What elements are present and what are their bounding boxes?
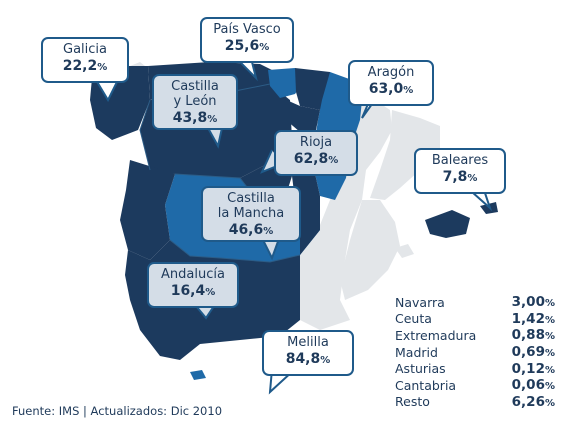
other-regions-list: Navarra 3,00% Ceuta 1,42% Extremadura 0,… bbox=[395, 294, 555, 410]
callout-name: Baleares bbox=[431, 153, 489, 168]
callout-value: 43,8% bbox=[172, 109, 218, 126]
list-item: Cantabria 0,06% bbox=[395, 377, 555, 394]
callout-value: 84,8% bbox=[285, 350, 331, 367]
callout-galicia: Galicia 22,2% bbox=[41, 37, 129, 83]
callout-baleares: Baleares 7,8% bbox=[414, 148, 506, 194]
callout-rioja: Rioja 62,8% bbox=[274, 130, 358, 176]
list-item: Madrid 0,69% bbox=[395, 344, 555, 361]
tail-pais-vasco bbox=[239, 61, 258, 82]
region-melilla bbox=[190, 370, 206, 380]
callout-value: 63,0% bbox=[368, 80, 414, 97]
list-item: Asturias 0,12% bbox=[395, 360, 555, 377]
tail-castilla-leon bbox=[207, 127, 223, 149]
tail-galicia bbox=[95, 79, 119, 103]
callout-value: 16,4% bbox=[170, 282, 216, 299]
callout-melilla: Melilla 84,8% bbox=[262, 330, 354, 376]
tail-baleares bbox=[471, 189, 493, 212]
callout-castilla-leon: Castilla y León 43,8% bbox=[152, 74, 238, 130]
tail-andalucia bbox=[195, 305, 215, 320]
callout-value: 7,8% bbox=[442, 168, 478, 185]
callout-value: 46,6% bbox=[228, 221, 274, 238]
callout-name: Andalucía bbox=[161, 267, 225, 282]
region-ibiza bbox=[395, 244, 414, 258]
callout-pais-vasco: País Vasco 25,6% bbox=[200, 17, 294, 63]
source-note: Fuente: IMS | Actualizados: Dic 2010 bbox=[12, 404, 223, 418]
list-item: Ceuta 1,42% bbox=[395, 310, 555, 327]
callout-value: 62,8% bbox=[293, 150, 339, 167]
callout-andalucia: Andalucía 16,4% bbox=[147, 262, 239, 308]
list-item: Resto 6,26% bbox=[395, 393, 555, 410]
callout-name-line-1: Castilla bbox=[171, 79, 219, 94]
region-other-catalonia bbox=[370, 110, 440, 200]
callout-name: País Vasco bbox=[213, 22, 281, 37]
list-item: Navarra 3,00% bbox=[395, 294, 555, 311]
region-other-northeast bbox=[300, 98, 392, 300]
callout-name-line-2: la Mancha bbox=[217, 205, 285, 221]
tail-aragon bbox=[361, 103, 373, 119]
callout-value: 22,2% bbox=[62, 57, 108, 74]
region-baleares bbox=[425, 210, 470, 238]
callout-name-line-1: Castilla bbox=[227, 191, 275, 206]
region-other-valencia bbox=[340, 200, 400, 300]
region-extremadura bbox=[120, 160, 175, 260]
callout-name-line-2: y León bbox=[173, 93, 217, 109]
region-rioja bbox=[282, 98, 320, 132]
callout-value: 25,6% bbox=[224, 37, 270, 54]
callout-aragon: Aragón 63,0% bbox=[348, 60, 434, 106]
list-item: Extremadura 0,88% bbox=[395, 327, 555, 344]
callout-name: Rioja bbox=[299, 135, 333, 150]
callout-name: Aragón bbox=[367, 65, 415, 80]
callout-castilla-mancha: Castilla la Mancha 46,6% bbox=[201, 186, 301, 242]
region-castilla-mancha-east bbox=[292, 160, 320, 255]
region-other-murcia bbox=[300, 290, 350, 330]
callout-name: Melilla bbox=[287, 335, 329, 350]
callout-name: Galicia bbox=[63, 42, 107, 57]
